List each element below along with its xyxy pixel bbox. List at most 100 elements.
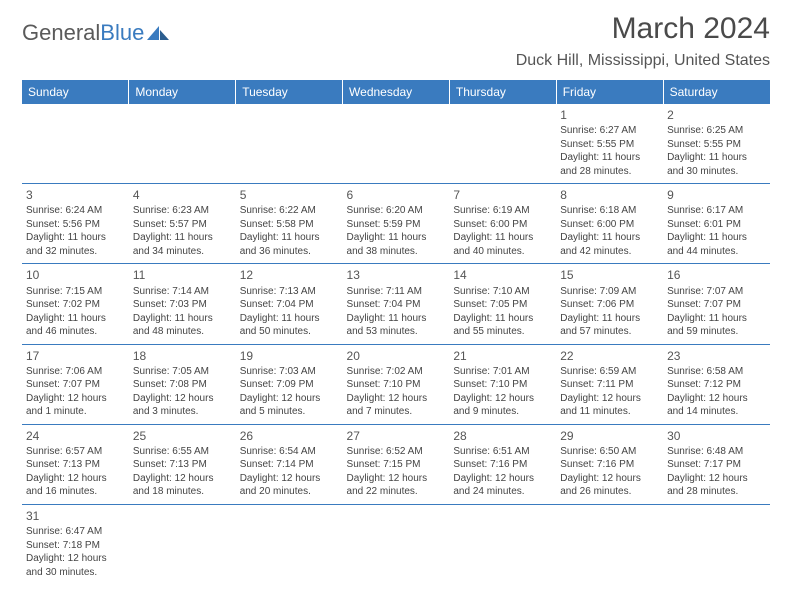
- sunrise-line: Sunrise: 6:54 AM: [240, 445, 339, 459]
- sunset-line: Sunset: 7:05 PM: [453, 298, 552, 312]
- sunset-line: Sunset: 7:13 PM: [26, 458, 125, 472]
- daylight-line: Daylight: 11 hours and 59 minutes.: [667, 312, 766, 339]
- calendar-day: 6Sunrise: 6:20 AMSunset: 5:59 PMDaylight…: [343, 184, 450, 264]
- sunset-line: Sunset: 7:07 PM: [26, 378, 125, 392]
- day-header: Friday: [556, 80, 663, 104]
- daylight-line: Daylight: 12 hours and 1 minute.: [26, 392, 125, 419]
- daylight-line: Daylight: 12 hours and 18 minutes.: [133, 472, 232, 499]
- day-number: 2: [667, 107, 766, 123]
- calendar-day: 31Sunrise: 6:47 AMSunset: 7:18 PMDayligh…: [22, 504, 129, 584]
- sunset-line: Sunset: 7:11 PM: [560, 378, 659, 392]
- calendar-day: 9Sunrise: 6:17 AMSunset: 6:01 PMDaylight…: [663, 184, 770, 264]
- logo-text-2: Blue: [100, 20, 144, 46]
- sunrise-line: Sunrise: 6:50 AM: [560, 445, 659, 459]
- calendar-empty: [556, 504, 663, 584]
- day-header: Tuesday: [236, 80, 343, 104]
- daylight-line: Daylight: 11 hours and 50 minutes.: [240, 312, 339, 339]
- day-header: Monday: [129, 80, 236, 104]
- calendar-row: 10Sunrise: 7:15 AMSunset: 7:02 PMDayligh…: [22, 264, 770, 344]
- sunrise-line: Sunrise: 7:05 AM: [133, 365, 232, 379]
- calendar-day: 5Sunrise: 6:22 AMSunset: 5:58 PMDaylight…: [236, 184, 343, 264]
- sunrise-line: Sunrise: 6:17 AM: [667, 204, 766, 218]
- day-number: 5: [240, 187, 339, 203]
- calendar-day: 4Sunrise: 6:23 AMSunset: 5:57 PMDaylight…: [129, 184, 236, 264]
- day-number: 20: [347, 348, 446, 364]
- calendar-row: 24Sunrise: 6:57 AMSunset: 7:13 PMDayligh…: [22, 424, 770, 504]
- day-header: Thursday: [449, 80, 556, 104]
- day-number: 11: [133, 267, 232, 283]
- daylight-line: Daylight: 12 hours and 7 minutes.: [347, 392, 446, 419]
- sunset-line: Sunset: 7:07 PM: [667, 298, 766, 312]
- sunset-line: Sunset: 6:00 PM: [453, 218, 552, 232]
- logo-text-1: General: [22, 20, 100, 46]
- daylight-line: Daylight: 11 hours and 38 minutes.: [347, 231, 446, 258]
- location: Duck Hill, Mississippi, United States: [516, 52, 770, 70]
- daylight-line: Daylight: 12 hours and 9 minutes.: [453, 392, 552, 419]
- day-number: 24: [26, 428, 125, 444]
- sunrise-line: Sunrise: 6:48 AM: [667, 445, 766, 459]
- day-header-row: SundayMondayTuesdayWednesdayThursdayFrid…: [22, 80, 770, 104]
- sunrise-line: Sunrise: 6:25 AM: [667, 124, 766, 138]
- calendar-empty: [236, 504, 343, 584]
- sunset-line: Sunset: 7:16 PM: [560, 458, 659, 472]
- day-number: 8: [560, 187, 659, 203]
- day-number: 17: [26, 348, 125, 364]
- sunrise-line: Sunrise: 7:02 AM: [347, 365, 446, 379]
- calendar-day: 2Sunrise: 6:25 AMSunset: 5:55 PMDaylight…: [663, 104, 770, 184]
- sunrise-line: Sunrise: 6:47 AM: [26, 525, 125, 539]
- calendar-empty: [449, 104, 556, 184]
- day-number: 4: [133, 187, 232, 203]
- sunset-line: Sunset: 7:09 PM: [240, 378, 339, 392]
- calendar-day: 17Sunrise: 7:06 AMSunset: 7:07 PMDayligh…: [22, 344, 129, 424]
- calendar-day: 28Sunrise: 6:51 AMSunset: 7:16 PMDayligh…: [449, 424, 556, 504]
- daylight-line: Daylight: 11 hours and 30 minutes.: [667, 151, 766, 178]
- sunrise-line: Sunrise: 7:03 AM: [240, 365, 339, 379]
- sunset-line: Sunset: 7:03 PM: [133, 298, 232, 312]
- calendar-day: 14Sunrise: 7:10 AMSunset: 7:05 PMDayligh…: [449, 264, 556, 344]
- day-number: 25: [133, 428, 232, 444]
- title-block: March 2024 Duck Hill, Mississippi, Unite…: [516, 12, 770, 76]
- calendar-day: 30Sunrise: 6:48 AMSunset: 7:17 PMDayligh…: [663, 424, 770, 504]
- daylight-line: Daylight: 11 hours and 57 minutes.: [560, 312, 659, 339]
- day-number: 13: [347, 267, 446, 283]
- day-header: Saturday: [663, 80, 770, 104]
- day-number: 9: [667, 187, 766, 203]
- sunset-line: Sunset: 7:13 PM: [133, 458, 232, 472]
- sunrise-line: Sunrise: 7:06 AM: [26, 365, 125, 379]
- day-number: 14: [453, 267, 552, 283]
- calendar-day: 3Sunrise: 6:24 AMSunset: 5:56 PMDaylight…: [22, 184, 129, 264]
- calendar-day: 8Sunrise: 6:18 AMSunset: 6:00 PMDaylight…: [556, 184, 663, 264]
- day-number: 16: [667, 267, 766, 283]
- sunrise-line: Sunrise: 7:14 AM: [133, 285, 232, 299]
- sunset-line: Sunset: 7:16 PM: [453, 458, 552, 472]
- sunset-line: Sunset: 6:01 PM: [667, 218, 766, 232]
- daylight-line: Daylight: 12 hours and 3 minutes.: [133, 392, 232, 419]
- calendar-day: 23Sunrise: 6:58 AMSunset: 7:12 PMDayligh…: [663, 344, 770, 424]
- sunset-line: Sunset: 7:17 PM: [667, 458, 766, 472]
- day-number: 26: [240, 428, 339, 444]
- calendar-day: 13Sunrise: 7:11 AMSunset: 7:04 PMDayligh…: [343, 264, 450, 344]
- sunrise-line: Sunrise: 6:57 AM: [26, 445, 125, 459]
- daylight-line: Daylight: 12 hours and 30 minutes.: [26, 552, 125, 579]
- sunset-line: Sunset: 5:59 PM: [347, 218, 446, 232]
- sunset-line: Sunset: 6:00 PM: [560, 218, 659, 232]
- daylight-line: Daylight: 11 hours and 44 minutes.: [667, 231, 766, 258]
- calendar-empty: [343, 104, 450, 184]
- header: GeneralBlue March 2024 Duck Hill, Missis…: [22, 12, 770, 76]
- daylight-line: Daylight: 12 hours and 14 minutes.: [667, 392, 766, 419]
- daylight-line: Daylight: 12 hours and 26 minutes.: [560, 472, 659, 499]
- sunset-line: Sunset: 5:55 PM: [667, 138, 766, 152]
- daylight-line: Daylight: 11 hours and 36 minutes.: [240, 231, 339, 258]
- calendar-day: 11Sunrise: 7:14 AMSunset: 7:03 PMDayligh…: [129, 264, 236, 344]
- calendar-day: 7Sunrise: 6:19 AMSunset: 6:00 PMDaylight…: [449, 184, 556, 264]
- sunrise-line: Sunrise: 7:13 AM: [240, 285, 339, 299]
- sunrise-line: Sunrise: 6:27 AM: [560, 124, 659, 138]
- daylight-line: Daylight: 12 hours and 28 minutes.: [667, 472, 766, 499]
- sunset-line: Sunset: 7:04 PM: [240, 298, 339, 312]
- day-number: 15: [560, 267, 659, 283]
- calendar-day: 29Sunrise: 6:50 AMSunset: 7:16 PMDayligh…: [556, 424, 663, 504]
- sunrise-line: Sunrise: 7:09 AM: [560, 285, 659, 299]
- calendar-day: 18Sunrise: 7:05 AMSunset: 7:08 PMDayligh…: [129, 344, 236, 424]
- day-number: 18: [133, 348, 232, 364]
- day-number: 31: [26, 508, 125, 524]
